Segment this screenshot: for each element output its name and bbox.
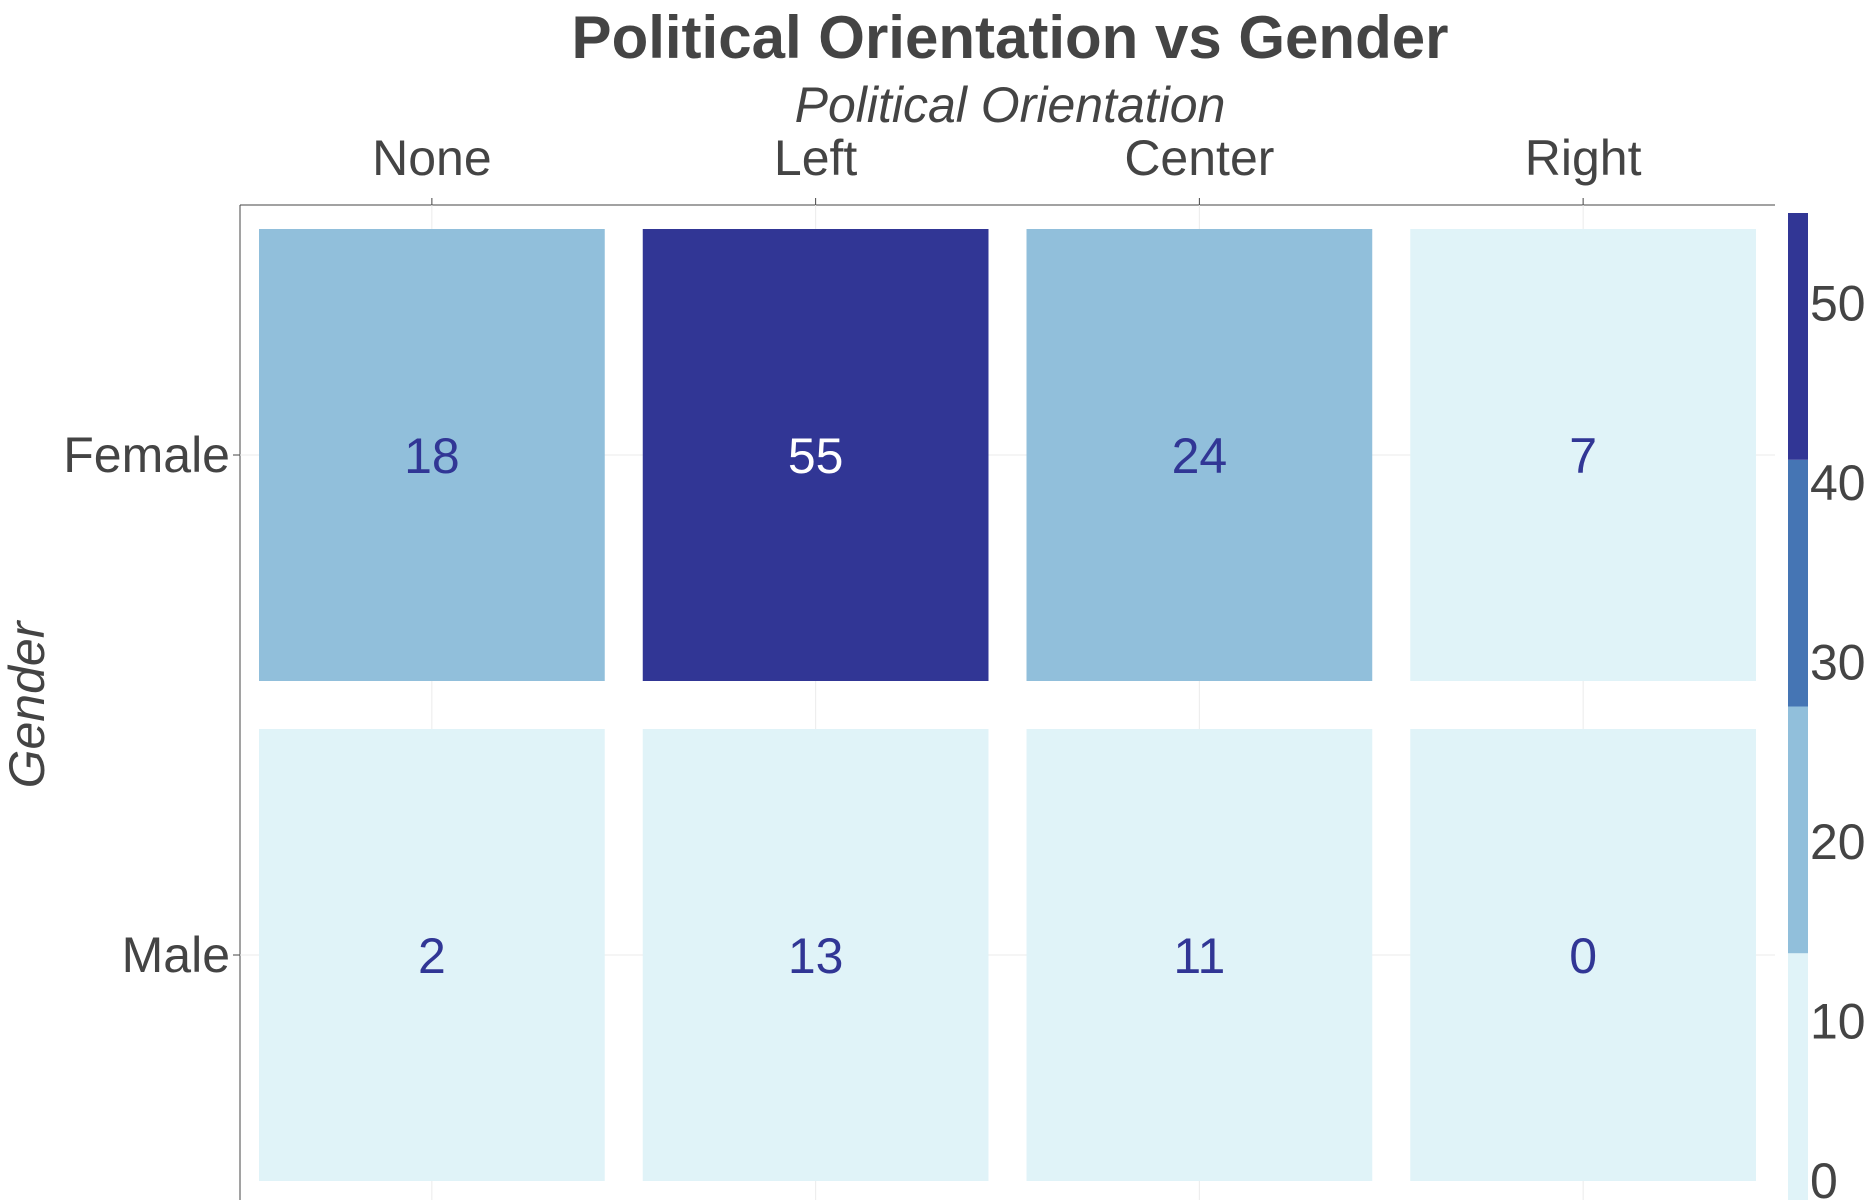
heatmap-cell	[1026, 729, 1373, 1181]
x-tick-label: Left	[774, 130, 858, 186]
colorbar-tick-label: 30	[1810, 635, 1866, 691]
colorbar-band	[1788, 459, 1808, 707]
cell-value-label: 2	[418, 928, 446, 984]
heatmap-cell	[259, 729, 605, 1181]
x-tick-label: Center	[1124, 130, 1274, 186]
chart-title: Political Orientation vs Gender	[572, 4, 1449, 71]
cell-value-label: 11	[1173, 928, 1225, 984]
cell-value-label: 24	[1172, 428, 1228, 484]
colorbar-band	[1788, 213, 1808, 460]
cell-value-label: 7	[1569, 428, 1597, 484]
colorbar-tick-label: 50	[1810, 276, 1866, 332]
y-axis-title: Gender	[0, 619, 55, 788]
colorbar-band	[1788, 953, 1808, 1200]
heatmap-cell	[1410, 229, 1756, 681]
cell-value-label: 0	[1569, 928, 1597, 984]
cell-value-label: 13	[788, 928, 844, 984]
x-axis-title: Political Orientation	[795, 77, 1226, 133]
plot-area: 18 55 24 7 2 13 11 0 None Left Center Right Female Ma…	[63, 130, 1775, 1200]
heatmap-cell	[642, 729, 989, 1181]
y-tick-label: Female	[63, 427, 230, 483]
x-tick-label: Right	[1525, 130, 1642, 186]
x-tick-label: None	[372, 130, 492, 186]
y-tick-label: Male	[122, 927, 230, 983]
colorbar-band	[1788, 706, 1808, 954]
colorbar-tick-label: 0	[1810, 1153, 1838, 1200]
heatmap-cell	[1026, 229, 1373, 681]
heatmap-cell	[259, 229, 605, 681]
colorbar-tick-label: 40	[1810, 455, 1866, 511]
heatmap-cell	[642, 229, 989, 681]
colorbar: 0 10 20 30 40 50	[1788, 213, 1866, 1200]
heatmap-cell	[1410, 729, 1756, 1181]
colorbar-tick-label: 20	[1810, 814, 1866, 870]
colorbar-tick-label: 10	[1810, 994, 1866, 1050]
cell-value-label: 18	[404, 428, 460, 484]
cell-value-label: 55	[788, 428, 844, 484]
